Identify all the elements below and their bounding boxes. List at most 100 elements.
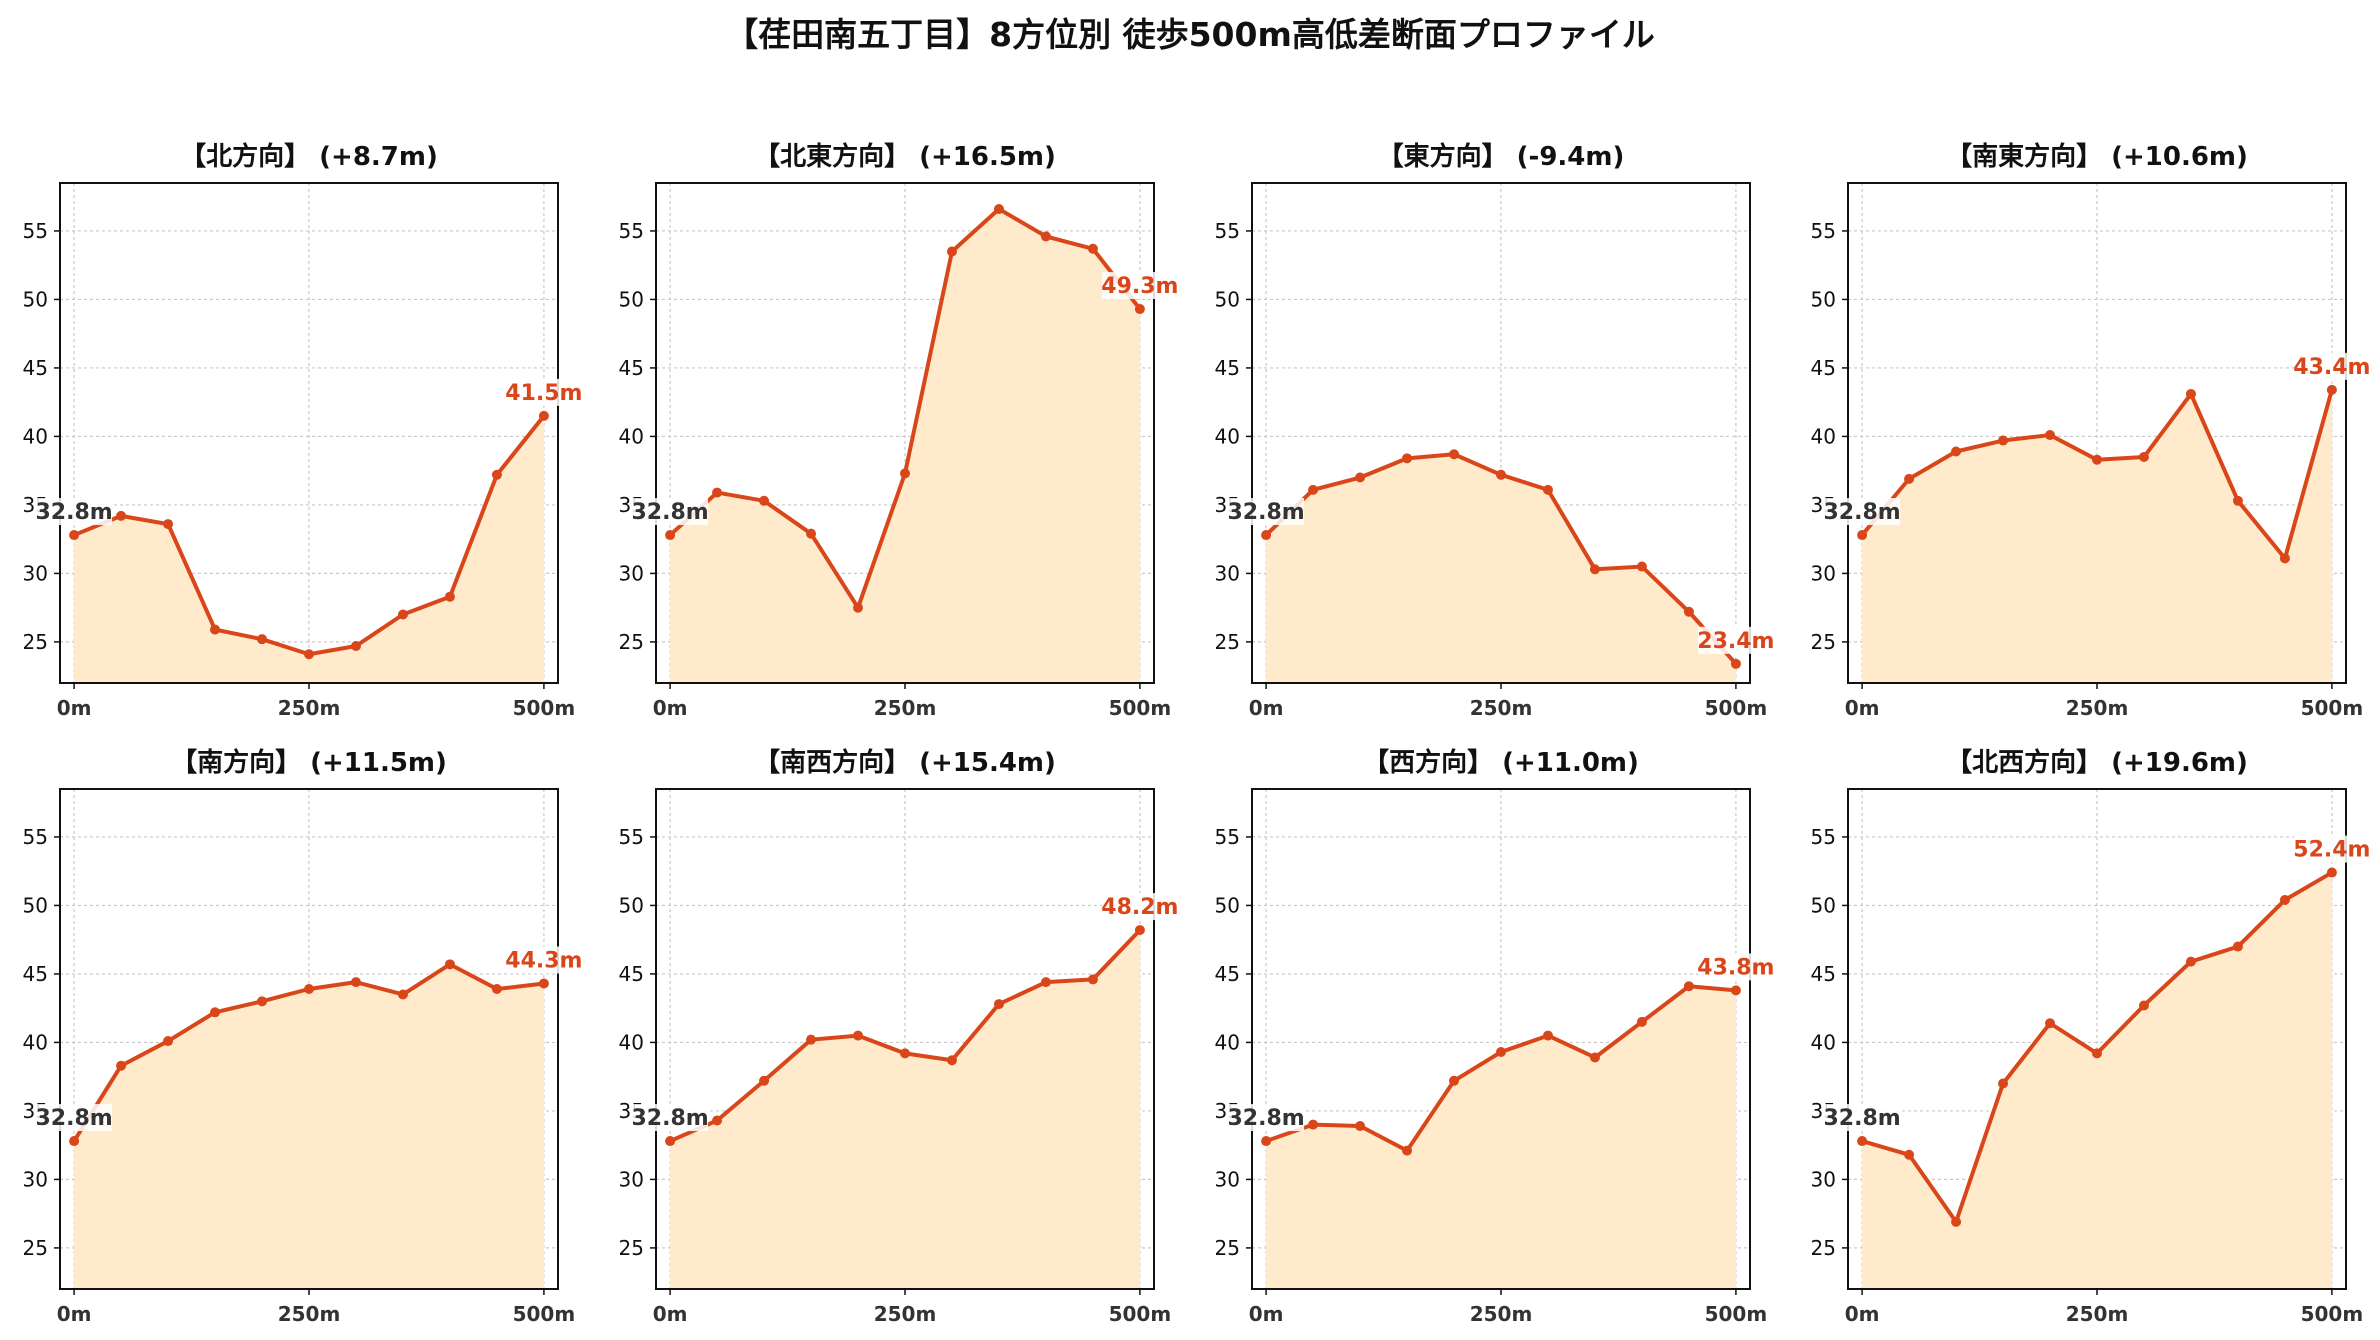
y-tick-label: 55 bbox=[619, 219, 644, 243]
x-tick-label: 250m bbox=[278, 1302, 341, 1326]
start-elevation-label: 32.8m bbox=[1227, 1106, 1304, 1131]
elevation-point bbox=[853, 602, 864, 613]
elevation-point bbox=[69, 530, 80, 541]
start-label-box bbox=[36, 498, 113, 526]
start-elevation-label: 32.8m bbox=[631, 500, 708, 525]
y-tick-label: 25 bbox=[1215, 630, 1240, 654]
y-tick-label: 50 bbox=[619, 893, 644, 917]
x-tick-label: 500m bbox=[2301, 696, 2364, 720]
y-tick-label: 45 bbox=[1811, 356, 1836, 380]
y-tick-label: 40 bbox=[1215, 424, 1240, 448]
elevation-area bbox=[74, 964, 544, 1289]
y-tick-label: 30 bbox=[619, 1167, 644, 1191]
page-title: 【荏田南五丁目】8方位別 徒歩500m高低差断面プロファイル bbox=[725, 15, 1655, 54]
elevation-point bbox=[2092, 454, 2102, 465]
elevation-point bbox=[2232, 495, 2243, 506]
y-tick-label: 45 bbox=[619, 356, 644, 380]
elevation-point bbox=[257, 996, 268, 1007]
end-label-box bbox=[2293, 835, 2370, 863]
elevation-point bbox=[257, 634, 268, 645]
end-label-box bbox=[1101, 893, 1178, 921]
elevation-point bbox=[759, 495, 770, 506]
elevation-point bbox=[444, 591, 455, 602]
elevation-point bbox=[350, 641, 361, 652]
elevation-area bbox=[1862, 872, 2332, 1289]
y-tick-label: 30 bbox=[1811, 561, 1836, 585]
elevation-point bbox=[491, 984, 502, 994]
y-tick-label: 45 bbox=[1215, 356, 1240, 380]
elevation-area bbox=[670, 930, 1140, 1289]
elevation-point bbox=[1496, 469, 1506, 480]
elevation-point bbox=[2045, 430, 2056, 441]
elevation-point bbox=[2138, 451, 2149, 462]
panel-title: 【西方向】 (+11.0m) bbox=[1363, 747, 1639, 778]
y-tick-label: 55 bbox=[23, 825, 48, 849]
end-elevation-label: 49.3m bbox=[1101, 274, 1178, 299]
elevation-point bbox=[993, 999, 1004, 1010]
elevation-point bbox=[946, 1055, 957, 1066]
elevation-point bbox=[900, 1048, 910, 1059]
elevation-point bbox=[806, 1034, 817, 1045]
elevation-point bbox=[665, 530, 676, 541]
y-tick-label: 30 bbox=[619, 561, 644, 585]
elevation-point bbox=[853, 1030, 864, 1041]
y-tick-label: 45 bbox=[23, 962, 48, 986]
elevation-point bbox=[304, 649, 314, 660]
elevation-point bbox=[1402, 453, 1413, 464]
elevation-point bbox=[210, 1007, 221, 1018]
elevation-point bbox=[1683, 981, 1694, 992]
y-tick-label: 55 bbox=[1811, 825, 1836, 849]
elevation-point bbox=[1730, 658, 1741, 669]
elevation-point bbox=[1857, 530, 1868, 541]
elevation-point bbox=[2185, 388, 2196, 399]
end-label-box bbox=[1697, 626, 1774, 654]
x-tick-label: 250m bbox=[1470, 696, 1533, 720]
start-label-box bbox=[632, 1104, 709, 1132]
elevation-point bbox=[806, 528, 817, 539]
elevation-point bbox=[1589, 564, 1600, 575]
y-tick-label: 45 bbox=[1215, 962, 1240, 986]
panel-title: 【南東方向】 (+10.6m) bbox=[1946, 141, 2248, 172]
elevation-point bbox=[1402, 1145, 1413, 1156]
elevation-point bbox=[993, 204, 1004, 215]
y-tick-label: 30 bbox=[1215, 561, 1240, 585]
elevation-point bbox=[210, 624, 221, 635]
y-tick-label: 50 bbox=[619, 287, 644, 311]
elevation-point bbox=[1998, 435, 2009, 446]
start-elevation-label: 32.8m bbox=[35, 500, 112, 525]
end-elevation-label: 43.4m bbox=[2293, 355, 2370, 380]
elevation-point bbox=[712, 1115, 723, 1126]
y-tick-label: 30 bbox=[23, 1167, 48, 1191]
end-elevation-label: 41.5m bbox=[505, 381, 582, 406]
elevation-point bbox=[1261, 1136, 1272, 1147]
elevation-point bbox=[1730, 985, 1741, 996]
x-tick-label: 500m bbox=[513, 696, 576, 720]
x-tick-label: 250m bbox=[874, 1302, 937, 1326]
y-tick-label: 50 bbox=[1811, 893, 1836, 917]
elevation-point bbox=[538, 978, 549, 989]
x-tick-label: 250m bbox=[1470, 1302, 1533, 1326]
elevation-area bbox=[1266, 454, 1736, 683]
y-tick-label: 55 bbox=[23, 219, 48, 243]
elevation-point bbox=[2232, 941, 2243, 952]
y-tick-label: 25 bbox=[23, 1236, 48, 1260]
elevation-point bbox=[163, 519, 174, 530]
start-label-box bbox=[632, 498, 709, 526]
start-label-box bbox=[1824, 1104, 1901, 1132]
y-tick-label: 40 bbox=[23, 1030, 48, 1054]
start-label-box bbox=[1824, 498, 1901, 526]
y-tick-label: 40 bbox=[23, 424, 48, 448]
end-elevation-label: 23.4m bbox=[1697, 629, 1774, 654]
start-elevation-label: 32.8m bbox=[1823, 1106, 1900, 1131]
start-label-box bbox=[1228, 498, 1305, 526]
y-tick-label: 25 bbox=[1215, 1236, 1240, 1260]
elevation-point bbox=[1040, 977, 1051, 988]
y-tick-label: 50 bbox=[23, 893, 48, 917]
end-label-box bbox=[2293, 352, 2370, 380]
